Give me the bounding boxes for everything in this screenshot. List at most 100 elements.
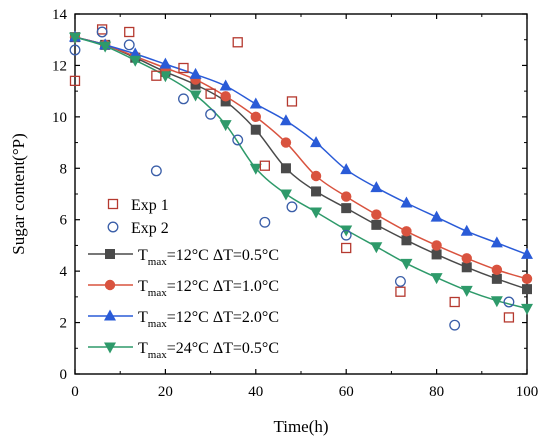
- legend-item: Tmax=12°C ΔT=2.0°C: [88, 309, 279, 330]
- data-point: [430, 210, 443, 222]
- data-point: [178, 62, 189, 74]
- x-tick-label: 0: [71, 384, 79, 400]
- x-tick-label: 40: [248, 384, 263, 400]
- legend: Exp 1 Exp 2 Tmax=12°C ΔT=0.5°C Tmax=12°C ΔT…: [88, 197, 279, 361]
- data-point: [159, 71, 172, 83]
- data-point: [250, 111, 261, 123]
- y-tick-label: 12: [52, 58, 67, 74]
- data-point: [311, 186, 322, 197]
- data-point: [522, 284, 532, 295]
- series-line: [74, 36, 528, 256]
- legend-item: Exp 2: [107, 220, 169, 237]
- legend-item: Exp 1: [107, 197, 169, 214]
- x-tick-label: 20: [158, 384, 173, 400]
- data-point: [341, 191, 352, 202]
- scatter-series: [69, 26, 515, 331]
- data-point: [69, 44, 81, 56]
- data-point: [521, 303, 533, 315]
- plot-area: 0 20 40 60 80 100 0 2 4 6 8 10 12 14: [52, 7, 538, 400]
- data-point: [340, 225, 353, 237]
- legend-label: Tmax=12°C ΔT=2.0°C: [138, 309, 279, 330]
- data-point: [395, 286, 406, 297]
- data-point: [461, 253, 472, 264]
- data-point: [503, 296, 515, 308]
- data-point: [431, 240, 442, 251]
- series-line: [74, 36, 528, 280]
- data-point: [401, 235, 412, 246]
- y-tick-label: 6: [60, 213, 68, 229]
- data-point: [449, 319, 461, 331]
- x-tick-label: 100: [516, 384, 539, 400]
- data-point: [69, 75, 81, 87]
- data-point: [341, 242, 352, 254]
- legend-label: Tmax=12°C ΔT=0.5°C: [138, 247, 279, 268]
- data-point: [310, 170, 322, 182]
- legend-marker: [107, 221, 119, 233]
- data-point: [310, 207, 323, 219]
- x-tick-label: 60: [339, 384, 354, 400]
- legend-label: Exp 2: [131, 220, 169, 237]
- data-point: [189, 90, 202, 102]
- data-point: [521, 273, 533, 285]
- data-point: [220, 91, 231, 102]
- data-point: [279, 189, 292, 201]
- data-point: [491, 264, 503, 276]
- data-point: [371, 209, 382, 220]
- y-tick-label: 14: [52, 7, 68, 23]
- data-point: [250, 124, 261, 135]
- data-point: [219, 120, 232, 132]
- data-point: [219, 79, 232, 91]
- data-point: [286, 201, 298, 213]
- data-point: [340, 163, 353, 175]
- legend-label: Exp 1: [131, 197, 169, 214]
- data-point: [503, 312, 515, 323]
- data-point: [449, 296, 460, 308]
- data-point: [400, 196, 413, 208]
- legend-marker: [104, 279, 116, 291]
- data-point: [340, 229, 352, 241]
- legend-item: Tmax=12°C ΔT=0.5°C: [88, 247, 279, 268]
- data-point: [491, 273, 502, 284]
- legend-marker: [104, 342, 116, 354]
- y-tick-label: 0: [60, 367, 68, 383]
- data-point: [129, 55, 142, 67]
- data-point: [205, 108, 217, 120]
- legend-item: Tmax=12°C ΔT=1.0°C: [88, 278, 279, 299]
- data-point: [159, 57, 172, 69]
- data-point: [178, 93, 189, 105]
- y-tick-label: 10: [52, 110, 67, 126]
- data-point: [249, 163, 262, 175]
- y-axis-title: Sugar content(°P): [9, 133, 28, 255]
- data-point: [123, 39, 135, 51]
- legend-item: Tmax=24°C ΔT=0.5°C: [88, 340, 279, 361]
- data-point: [259, 160, 270, 171]
- data-point: [259, 216, 271, 228]
- data-point: [401, 226, 412, 237]
- scatter-series: [69, 24, 515, 323]
- data-point: [310, 136, 323, 148]
- data-point: [279, 114, 292, 126]
- y-tick-label: 2: [60, 316, 68, 332]
- data-point: [96, 26, 108, 38]
- data-point: [189, 67, 202, 79]
- data-point: [430, 273, 443, 285]
- legend-marker: [104, 309, 116, 321]
- data-point: [205, 88, 216, 99]
- y-tick-label: 8: [60, 161, 68, 177]
- legend-label: Tmax=12°C ΔT=1.0°C: [138, 278, 279, 299]
- data-point: [371, 219, 382, 230]
- data-point: [280, 137, 292, 148]
- data-point: [341, 203, 352, 214]
- y-tick-label: 4: [60, 264, 68, 280]
- line-series: [69, 30, 533, 259]
- data-point: [460, 224, 473, 236]
- x-axis-title: Time(h): [273, 417, 328, 436]
- series-line: [74, 36, 528, 290]
- data-point: [150, 165, 162, 177]
- data-point: [69, 32, 81, 44]
- legend-marker: [105, 249, 115, 259]
- legend-marker: [107, 198, 119, 210]
- legend-label: Tmax=24°C ΔT=0.5°C: [138, 340, 279, 361]
- data-point: [96, 24, 108, 35]
- data-point: [232, 134, 244, 146]
